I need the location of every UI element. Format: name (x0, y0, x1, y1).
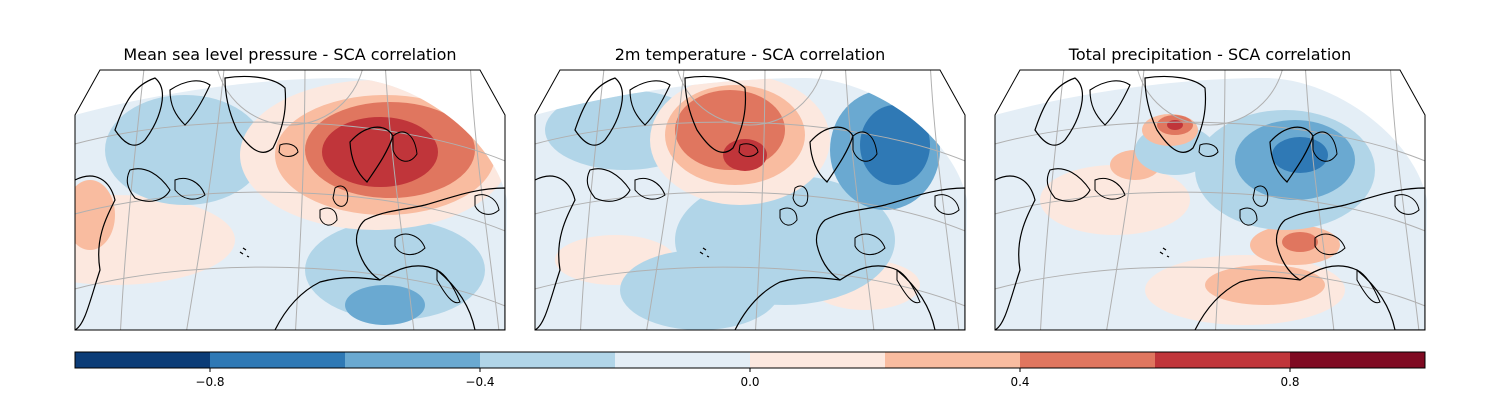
panel-title-mslp: Mean sea level pressure - SCA correlatio… (123, 45, 457, 64)
colorbar-bin (1155, 352, 1291, 368)
colorbar-bin (75, 352, 211, 368)
colorbar-bin (750, 352, 886, 368)
colorbar-bin (345, 352, 481, 368)
map-precip (994, 69, 1427, 331)
colorbar-tick-label: 0.8 (1280, 375, 1299, 389)
colorbar-bin (615, 352, 751, 368)
map-panels (74, 69, 1427, 331)
colorbar-tick-label: 0.4 (1010, 375, 1029, 389)
colorbar-tick-label: −0.4 (465, 375, 494, 389)
colorbar-bin (480, 352, 616, 368)
colorbar-bin (1020, 352, 1156, 368)
colorbar: −0.8 −0.4 0.0 0.4 0.8 (74, 351, 1426, 389)
colorbar-bin (1290, 352, 1426, 368)
panel-title-t2m: 2m temperature - SCA correlation (614, 45, 886, 64)
map-mslp (74, 69, 507, 331)
colorbar-tick-label: −0.8 (195, 375, 224, 389)
panel-title-precip: Total precipitation - SCA correlation (1068, 45, 1352, 64)
map-t2m (534, 69, 967, 331)
colorbar-tick-label: 0.0 (740, 375, 759, 389)
colorbar-bin (885, 352, 1021, 368)
colorbar-bin (210, 352, 346, 368)
